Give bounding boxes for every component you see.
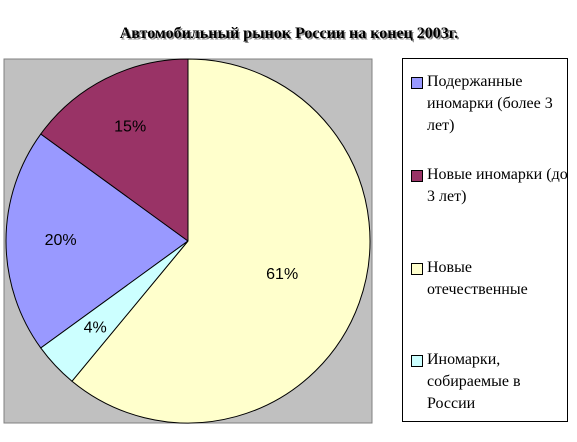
pie-slice	[5, 133, 189, 349]
chart-title: Автомобильный рынок России на конец 2003…	[120, 25, 458, 42]
pie-slice	[40, 58, 189, 242]
data-label: 4%	[84, 319, 107, 336]
legend-label: Иномарки, собираемые в России	[427, 351, 521, 412]
legend-swatch	[411, 355, 423, 367]
legend-label: Подержанные иномарки (более 3 лет)	[427, 73, 553, 134]
legend-swatch	[411, 263, 423, 275]
legend-swatch	[411, 77, 423, 89]
legend-label: Новые иномарки (до 3 лет)	[427, 166, 568, 205]
pie-slice	[40, 240, 189, 382]
legend-swatch	[411, 170, 423, 182]
data-label: 61%	[266, 266, 298, 283]
data-label: 15%	[114, 119, 146, 136]
data-label: 20%	[45, 232, 77, 249]
pie-slice	[71, 58, 371, 424]
legend: Подержанные иномарки (более 3 лет) Новые …	[402, 58, 568, 422]
chart-title-shadow: Автомобильный рынок России на конец 2003…	[121, 27, 459, 44]
legend-label: Новые отечественные	[427, 259, 528, 298]
